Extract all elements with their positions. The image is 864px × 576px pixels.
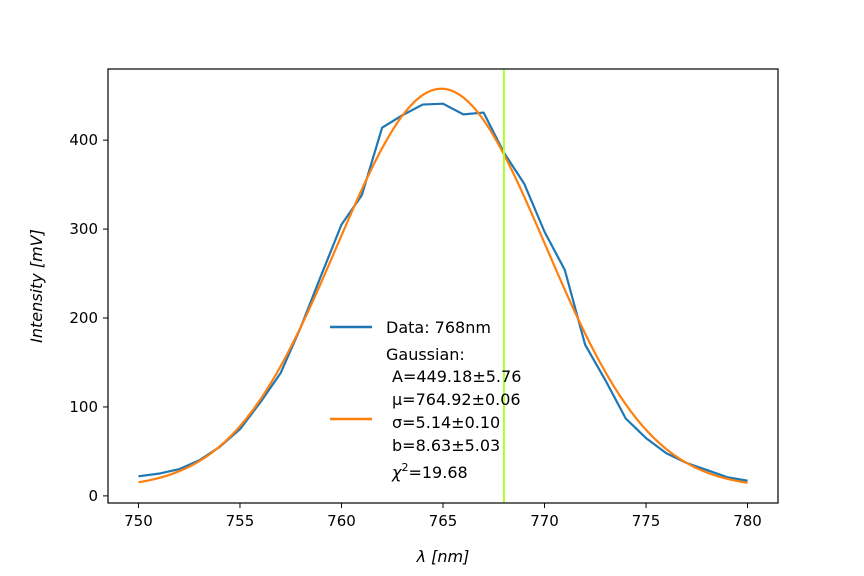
x-tick-label: 760 bbox=[327, 512, 356, 530]
series-line-data bbox=[138, 102, 748, 482]
x-axis: 750 755 760 765 770 775 780 bbox=[124, 503, 762, 530]
chi2-value: =19.68 bbox=[408, 463, 467, 482]
legend-fit-chi2: χ2=19.68 bbox=[391, 461, 468, 482]
legend: Data: 768nm Gaussian: A=449.18±5.76 μ=76… bbox=[330, 318, 521, 482]
y-tick-label: 0 bbox=[88, 487, 98, 505]
x-tick-label: 780 bbox=[733, 512, 762, 530]
x-axis-label: λ [nm] bbox=[416, 547, 470, 566]
legend-label-fit: Gaussian: bbox=[386, 345, 465, 364]
y-tick-label: 100 bbox=[69, 398, 98, 416]
chi2-symbol: χ bbox=[391, 463, 402, 482]
x-tick-label: 765 bbox=[429, 512, 458, 530]
legend-fit-param-a: A=449.18±5.76 bbox=[392, 367, 521, 386]
y-axis-label: Intensity [mV] bbox=[27, 229, 46, 343]
y-tick-label: 400 bbox=[69, 131, 98, 149]
y-tick-label: 200 bbox=[69, 309, 98, 327]
chi2-superscript: 2 bbox=[401, 461, 408, 474]
plot-area bbox=[138, 69, 748, 503]
series-layer bbox=[138, 87, 748, 484]
legend-label-data: Data: 768nm bbox=[386, 318, 491, 337]
y-axis: 0 100 200 300 400 bbox=[69, 131, 108, 505]
series-line-fit bbox=[138, 87, 748, 484]
y-tick-label: 300 bbox=[69, 220, 98, 238]
legend-fit-param-sigma: σ=5.14±0.10 bbox=[392, 413, 500, 432]
x-tick-label: 775 bbox=[632, 512, 661, 530]
legend-fit-param-mu: μ=764.92±0.06 bbox=[392, 390, 521, 409]
x-tick-label: 770 bbox=[530, 512, 559, 530]
legend-fit-param-b: b=8.63±5.03 bbox=[392, 436, 500, 455]
x-tick-label: 755 bbox=[226, 512, 255, 530]
x-tick-label: 750 bbox=[124, 512, 153, 530]
